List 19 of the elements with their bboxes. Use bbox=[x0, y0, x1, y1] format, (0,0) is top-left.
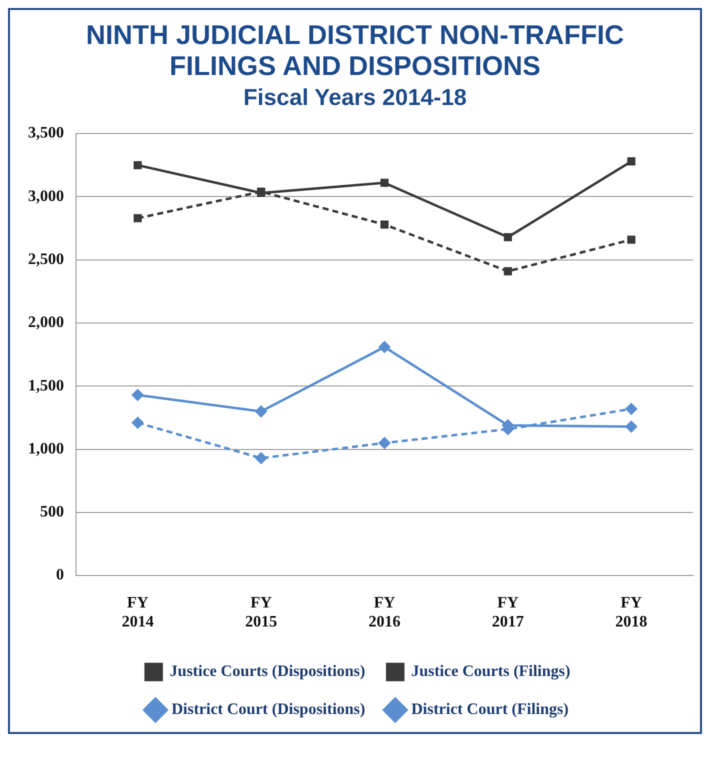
y-tick-label: 2,500 bbox=[28, 251, 64, 268]
chart-subtitle: Fiscal Years 2014-18 bbox=[242, 83, 468, 112]
legend-label: District Court (Filings) bbox=[411, 701, 569, 718]
legend-label: Justice Courts (Filings) bbox=[411, 663, 570, 680]
legend-label: Justice Courts (Dispositions) bbox=[170, 663, 366, 680]
x-tick-label: FY 2017 bbox=[492, 594, 524, 631]
y-tick-label: 0 bbox=[56, 566, 64, 584]
x-tick-label: FY 2014 bbox=[122, 594, 154, 631]
x-tick-label: FY 2018 bbox=[615, 594, 648, 631]
x-tick-label: FY 2016 bbox=[368, 594, 400, 631]
y-tick-label: 2,000 bbox=[28, 314, 64, 332]
y-tick-label: 500 bbox=[40, 504, 64, 521]
y-tick-label: 3,500 bbox=[28, 124, 64, 142]
y-tick-label: 1,000 bbox=[28, 440, 64, 458]
y-tick-label: 1,500 bbox=[28, 377, 64, 394]
chart-title: NINTH JUDICIAL DISTRICT NON-TRAFFIC FILINGS AND DISPOSITIONS bbox=[85, 20, 625, 82]
y-tick-label: 3,000 bbox=[28, 188, 64, 205]
x-tick-label: FY 2015 bbox=[245, 594, 278, 631]
legend-label: District Court (Dispositions) bbox=[171, 701, 366, 718]
